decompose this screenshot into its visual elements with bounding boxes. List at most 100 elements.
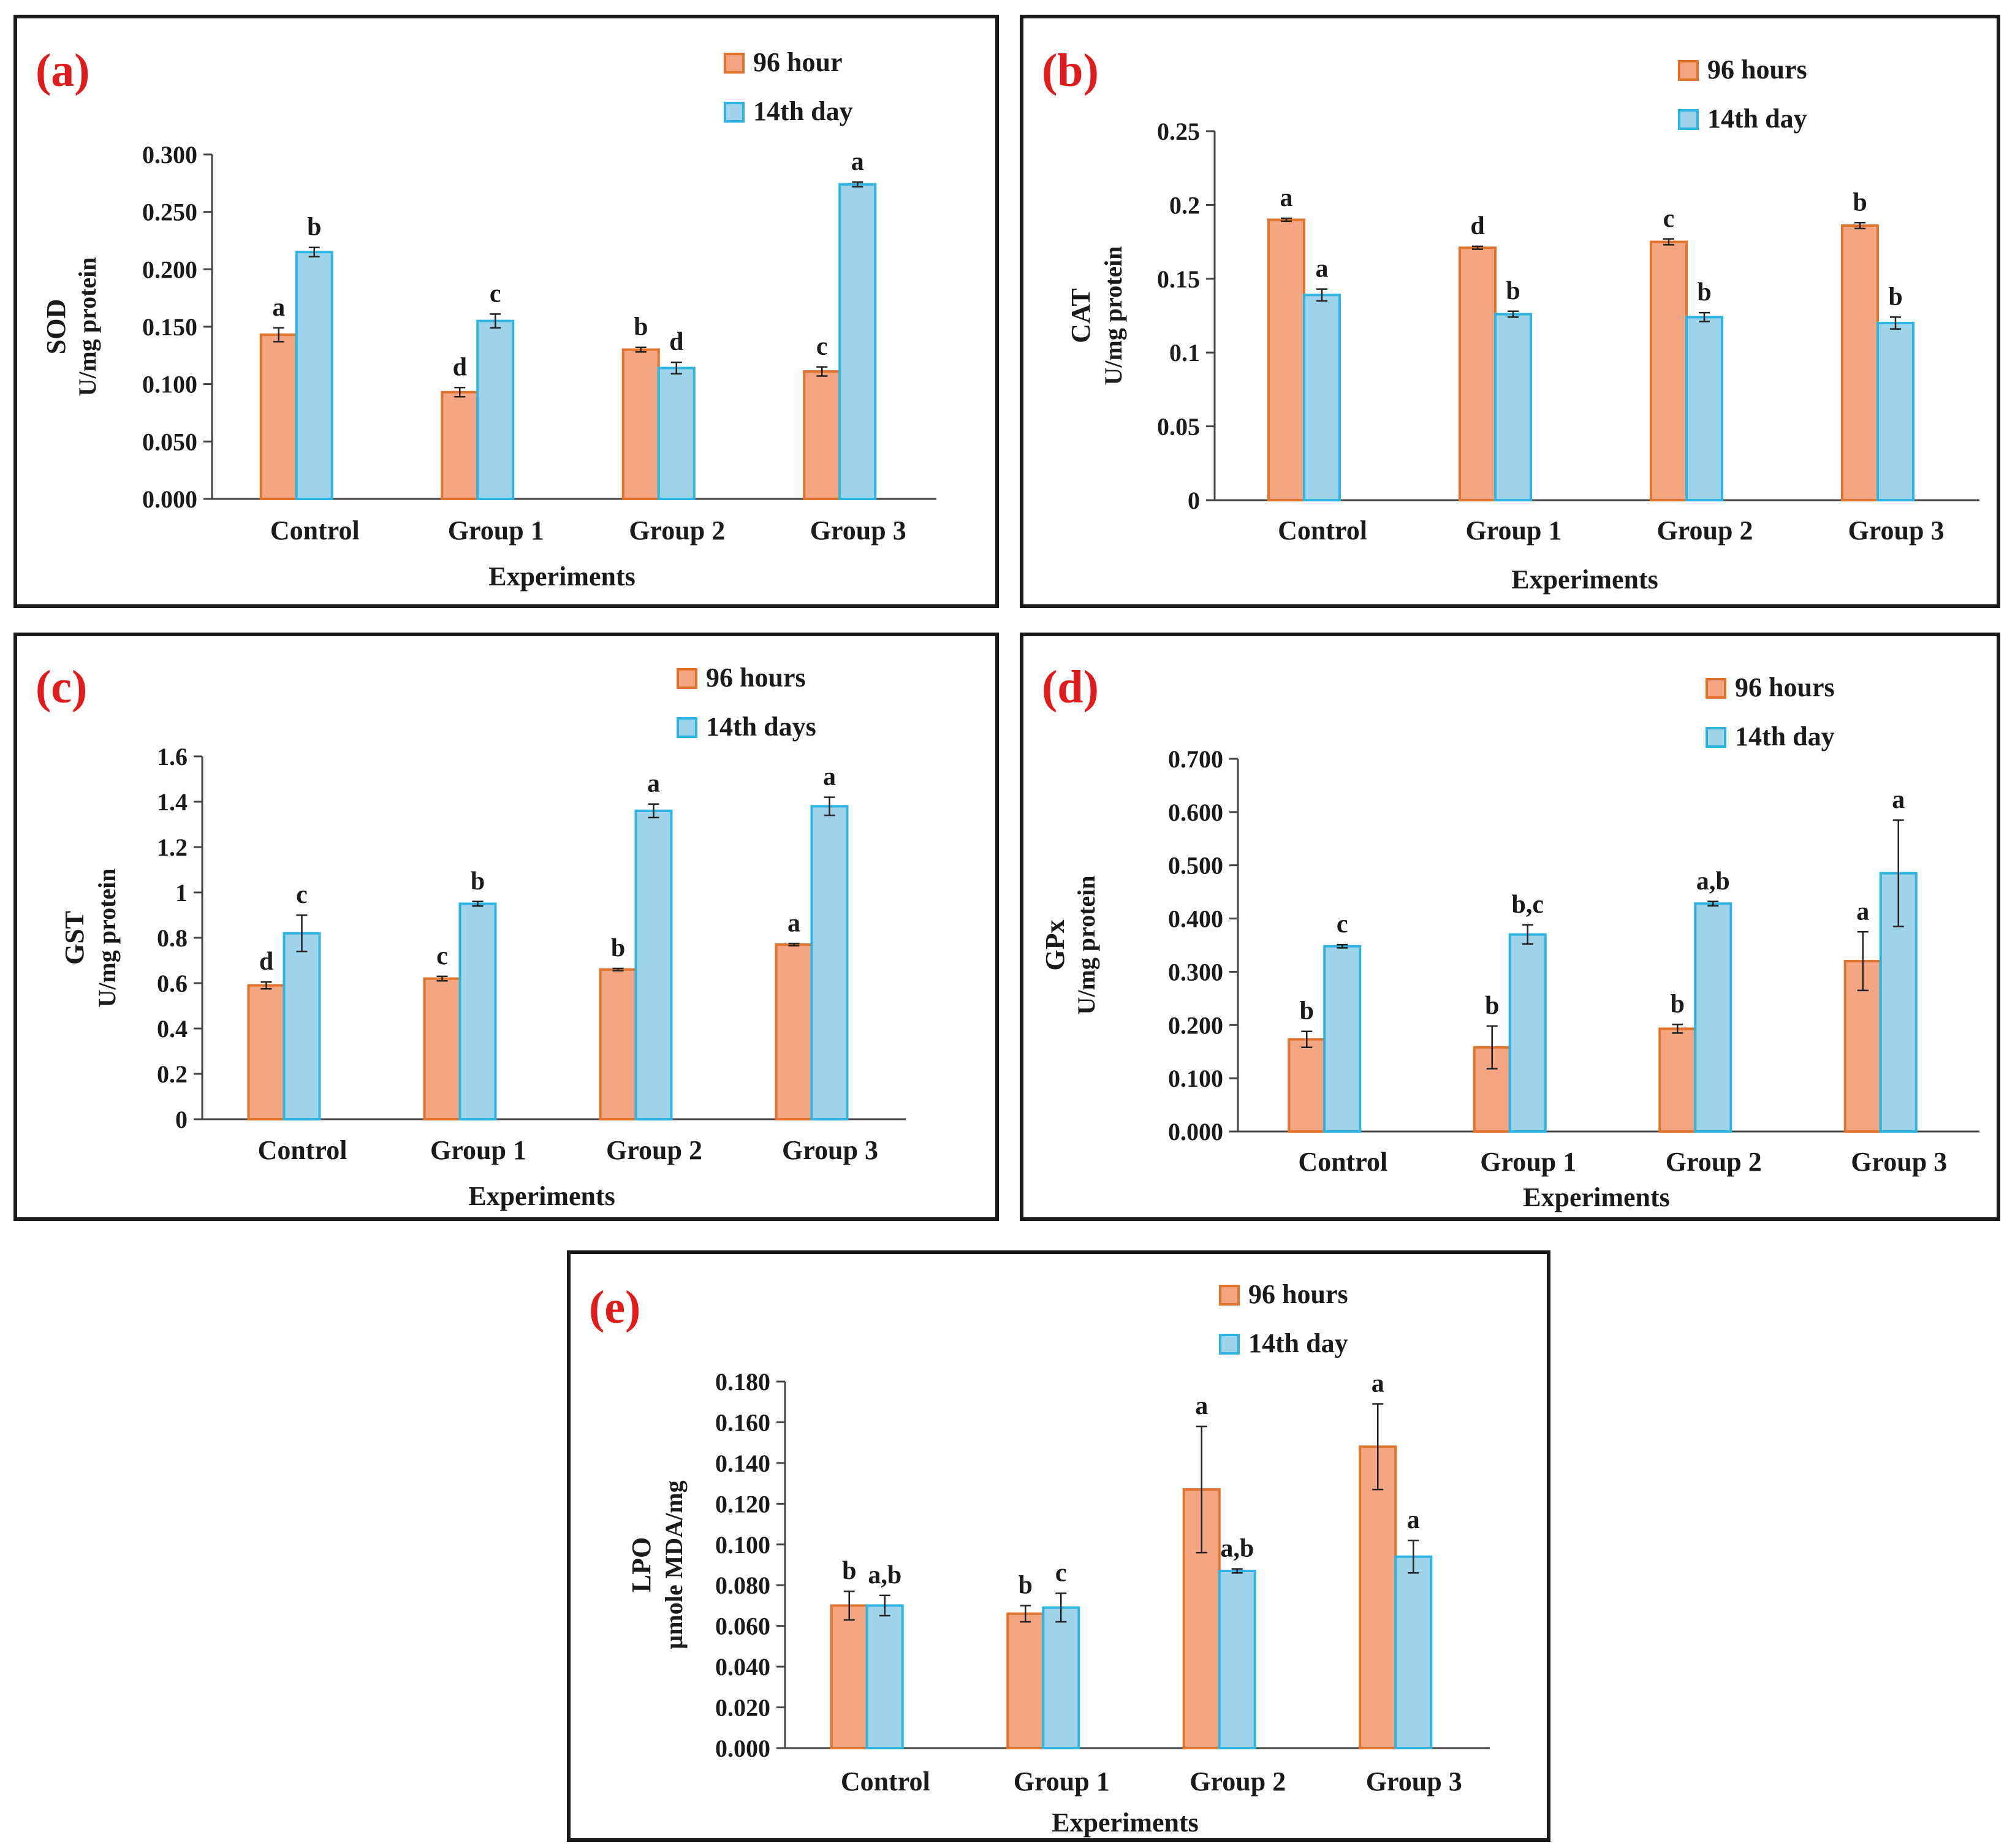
bar-96-hours xyxy=(599,968,637,1120)
x-tick-label: Control xyxy=(1298,1147,1387,1177)
legend-label: 14th day xyxy=(1707,104,1807,134)
legend-swatch-14th-day xyxy=(1678,109,1699,130)
significance-label: c xyxy=(816,333,828,361)
significance-label: a xyxy=(1195,1392,1208,1420)
x-axis-title: Experiments xyxy=(488,561,636,591)
x-tick-label: Control xyxy=(258,1135,347,1165)
y-tick-label: 0.000 xyxy=(142,485,197,513)
y-tick-label: 0.060 xyxy=(715,1613,770,1640)
significance-label: b xyxy=(611,934,625,962)
legend-label: 14th days xyxy=(706,712,816,742)
sod-chart-panel: (a) 0.000 0.050 0.100 0.150 0.200 0.250 0.300 SO… xyxy=(13,15,999,608)
y-tick-label: 0.200 xyxy=(142,256,197,283)
y-axis-subtitle: U/mg protein xyxy=(74,257,101,396)
significance-label: c xyxy=(436,942,448,970)
y-tick-label: 0.100 xyxy=(1168,1065,1223,1092)
y-tick-label: 0.400 xyxy=(1168,905,1223,933)
bar-14th-day xyxy=(865,1604,904,1750)
panel-label: (d) xyxy=(1042,661,1099,713)
significance-label: c xyxy=(1663,205,1675,233)
y-tick-label: 0.2 xyxy=(157,1060,188,1088)
bar-96-hours xyxy=(441,390,479,501)
significance-label: b xyxy=(1671,990,1685,1018)
bar-14th-day xyxy=(810,805,849,1120)
bar-96-hours xyxy=(1650,240,1688,501)
bar-14th-day xyxy=(295,251,333,500)
panel-label: (c) xyxy=(36,661,87,713)
y-tick-label: 0.120 xyxy=(715,1490,770,1518)
significance-label: a xyxy=(1280,184,1293,212)
y-axis-title: GST xyxy=(59,911,89,965)
chart-svg: (c) 0 0.2 0.4 0.6 0.8 1 1.2 1.4 1.6 GST U/mg protei… xyxy=(36,661,906,1211)
y-tick-label: 0 xyxy=(175,1106,188,1133)
bar-14th-day xyxy=(1303,294,1341,501)
bar-14th-day xyxy=(1694,902,1732,1133)
significance-label: b xyxy=(634,313,648,341)
x-tick-label: Group 3 xyxy=(782,1135,878,1165)
bar-96-hours xyxy=(423,977,461,1120)
significance-label: a xyxy=(1856,897,1869,926)
chart-svg: (a) 0.000 0.050 0.100 0.150 0.200 0.250 0.300 SO… xyxy=(36,45,936,591)
x-tick-label: Group 2 xyxy=(1666,1147,1762,1177)
significance-label: b xyxy=(1300,997,1314,1025)
y-axis-subtitle: U/mg protein xyxy=(1099,246,1127,385)
x-tick-label: Group 1 xyxy=(1466,515,1562,546)
x-tick-label: Group 2 xyxy=(629,515,725,546)
significance-label: b xyxy=(1506,277,1520,305)
y-tick-label: 0.1 xyxy=(1169,339,1200,367)
significance-label: a xyxy=(1372,1370,1384,1398)
significance-label: d xyxy=(259,948,273,976)
significance-label: b xyxy=(1019,1571,1033,1599)
significance-label: c xyxy=(1337,910,1348,938)
significance-label: d xyxy=(453,353,467,381)
y-tick-label: 0.040 xyxy=(715,1653,770,1681)
bar-14th-day xyxy=(1685,316,1723,501)
legend-swatch-96-hours xyxy=(724,53,745,74)
x-axis-title: Experiments xyxy=(1511,565,1658,595)
bar-14th-day xyxy=(1218,1569,1256,1749)
legend-swatch-14th-day xyxy=(1219,1334,1240,1355)
bar-14th-day xyxy=(1508,933,1547,1133)
y-tick-label: 1.6 xyxy=(157,743,188,770)
significance-label: b xyxy=(471,867,485,895)
legend-swatch-96-hours xyxy=(1219,1285,1240,1306)
bar-96-hours xyxy=(1267,218,1305,501)
bar-96-hours xyxy=(1841,224,1879,501)
x-axis-title: Experiments xyxy=(468,1181,615,1211)
panel-label: (a) xyxy=(36,45,90,96)
bar-96-hours xyxy=(1006,1612,1045,1749)
bar-14th-day xyxy=(1494,313,1532,501)
significance-label: b xyxy=(1853,188,1867,216)
significance-label: a xyxy=(787,909,800,937)
legend-label: 96 hours xyxy=(1248,1279,1348,1309)
bar-96-hours xyxy=(1288,1038,1326,1133)
y-tick-label: 0.000 xyxy=(715,1735,770,1762)
bar-14th-day xyxy=(1323,945,1362,1133)
legend-swatch-96-hours xyxy=(1706,678,1726,699)
bar-96-hours xyxy=(247,984,286,1121)
significance-label: b xyxy=(842,1557,856,1585)
y-tick-label: 0.020 xyxy=(715,1694,770,1722)
y-tick-label: 0.25 xyxy=(1157,118,1200,145)
legend-swatch-14th-day xyxy=(677,717,697,738)
significance-label: a xyxy=(1407,1506,1420,1534)
significance-label: a xyxy=(851,148,864,176)
bar-14th-day xyxy=(838,183,877,500)
y-tick-label: 1 xyxy=(175,879,188,907)
bar-96-hours xyxy=(1459,246,1497,501)
cat-chart-panel: (b) 0 0.05 0.1 0.15 0.2 0.25 CAT U/mg protein Con… xyxy=(1020,15,2000,608)
significance-label: b xyxy=(1485,992,1499,1020)
significance-label: a,b xyxy=(868,1561,901,1589)
legend-swatch-96-hours xyxy=(677,668,697,689)
x-axis-title: Experiments xyxy=(1052,1808,1199,1838)
y-tick-label: 0.000 xyxy=(1168,1118,1223,1146)
y-tick-label: 1.2 xyxy=(157,834,188,861)
chart-svg: (b) 0 0.05 0.1 0.15 0.2 0.25 CAT U/mg protein Con… xyxy=(1042,45,1979,595)
y-tick-label: 0.4 xyxy=(157,1015,188,1043)
y-tick-label: 0.160 xyxy=(715,1409,770,1436)
bar-14th-day xyxy=(283,932,321,1120)
bar-14th-day xyxy=(458,902,497,1120)
y-tick-label: 0.15 xyxy=(1157,265,1200,293)
chart-svg: (e) 0.000 0.020 0.040 0.060 0.080 0.100 0.120 0.… xyxy=(589,1279,1490,1838)
legend-label: 96 hours xyxy=(1707,55,1807,85)
